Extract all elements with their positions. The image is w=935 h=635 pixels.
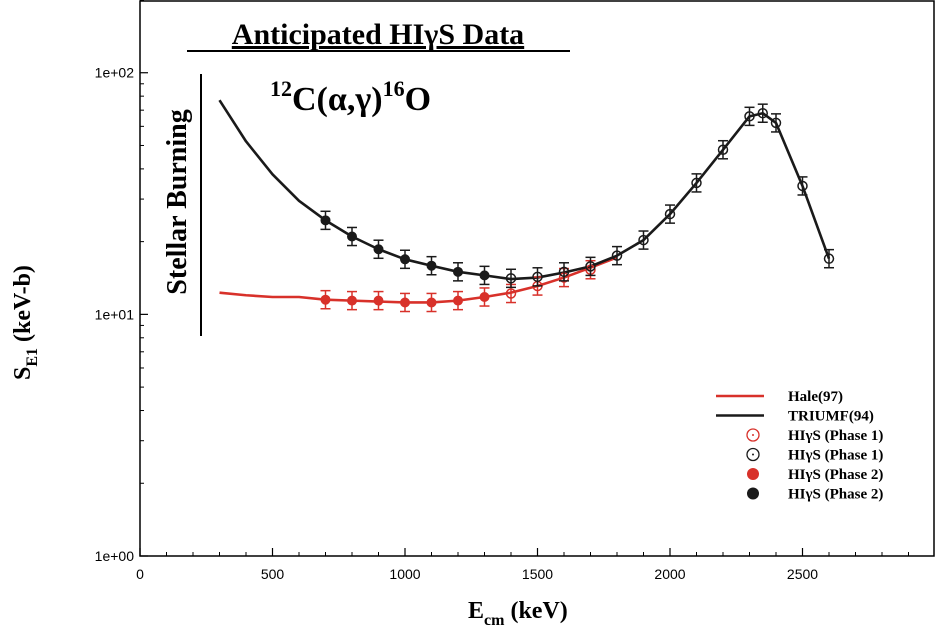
legend-swatch-filled <box>747 487 759 500</box>
subtitle-product: O <box>405 81 431 118</box>
data-point-filled <box>453 295 463 306</box>
legend-label: HIγS (Phase 2) <box>788 487 883 503</box>
subtitle-mass1: 12 <box>270 76 292 101</box>
x-tick-label: 1500 <box>522 566 553 582</box>
error-bar <box>532 267 543 287</box>
legend-item: Hale(97) <box>716 389 843 405</box>
data-point-filled <box>347 231 357 242</box>
data-point-open <box>691 177 702 189</box>
legend-label: HIγS (Phase 2) <box>788 467 883 483</box>
legend-swatch-dot <box>752 434 754 436</box>
data-point-filled <box>400 254 410 265</box>
data-point-open <box>664 208 676 220</box>
y-tick-label: 1e+02 <box>95 65 135 81</box>
x-tick-label: 1000 <box>389 566 420 582</box>
x-axis-label-main: E <box>468 598 484 624</box>
y-axis-label-main: S <box>10 367 36 380</box>
data-point-filled <box>400 297 410 308</box>
x-axis-label-unit: (keV) <box>504 598 567 624</box>
error-bar <box>585 256 596 277</box>
y-tick-label: 1e+01 <box>95 306 135 322</box>
error-bar <box>638 230 649 250</box>
data-point-open <box>744 111 755 122</box>
x-tick-label: 2500 <box>787 566 818 582</box>
error-bar <box>691 173 702 193</box>
error-bar <box>506 268 516 289</box>
data-point-filled <box>453 266 463 277</box>
data-point-open <box>611 250 623 261</box>
data-point-filled <box>373 244 384 255</box>
data-point-open <box>717 144 729 156</box>
legend-swatch-open <box>746 428 760 442</box>
data-point-open <box>505 288 517 299</box>
data-point-open <box>757 107 768 119</box>
x-tick-label: 2000 <box>654 566 685 582</box>
data-point-filled <box>320 215 331 226</box>
data-point-open <box>532 271 543 283</box>
x-tick-label: 500 <box>261 566 285 582</box>
x-tick-label: 0 <box>136 566 144 582</box>
data-point-open <box>770 117 782 129</box>
data-point-open <box>638 234 649 246</box>
data-point-filled <box>373 295 384 306</box>
legend-label: HIγS (Phase 1) <box>788 448 883 464</box>
legend-item: HIγS (Phase 2) <box>747 467 883 483</box>
legend-item: HIγS (Phase 2) <box>747 487 883 503</box>
legend-swatch-open <box>746 447 760 462</box>
x-axis-label: Ecm (keV) <box>468 598 568 629</box>
subtitle-mass2: 16 <box>383 76 405 101</box>
y-tick-label: 1e+00 <box>95 548 135 564</box>
chart-subtitle: 12C(α,γ)16O <box>270 76 431 118</box>
legend-item: HIγS (Phase 1) <box>746 428 883 444</box>
legend-item: TRIUMF(94) <box>716 409 874 425</box>
data-point-open <box>558 266 570 278</box>
data-point-open <box>823 253 835 264</box>
legend-label: TRIUMF(94) <box>788 409 874 425</box>
y-axis-label-sub: E1 <box>24 348 41 367</box>
chart-title: Anticipated HIγS Data <box>232 18 524 51</box>
subtitle-reaction: C(α,γ) <box>292 81 383 118</box>
data-point-open <box>585 261 596 272</box>
series-line <box>218 99 831 281</box>
error-bar <box>718 139 728 160</box>
data-point-filled <box>320 294 331 305</box>
data-point-filled <box>479 292 490 303</box>
data-point-filled <box>347 295 357 306</box>
y-axis-label-unit: (keV-b) <box>10 265 36 348</box>
stellar-burning-annotation: Stellar Burning <box>162 109 193 294</box>
error-bar <box>757 103 768 124</box>
legend-swatch-dot <box>752 453 754 456</box>
legend-label: Hale(97) <box>788 389 843 405</box>
data-point-filled <box>426 260 437 271</box>
legend-label: HIγS (Phase 1) <box>788 428 883 444</box>
error-bar <box>744 106 755 127</box>
data-point-open <box>797 180 808 192</box>
series-line <box>219 256 618 304</box>
x-axis-label-sub: cm <box>484 612 505 629</box>
data-point-filled <box>479 270 490 281</box>
error-bar <box>797 176 808 196</box>
y-axis-label: SE1 (keV-b) <box>10 265 41 380</box>
data-point-open <box>505 273 517 284</box>
error-bar <box>824 248 834 269</box>
error-bar <box>665 204 675 224</box>
error-bar <box>612 245 622 266</box>
legend-swatch-filled <box>747 468 759 480</box>
data-point-filled <box>426 297 437 308</box>
error-bar <box>771 113 781 133</box>
legend-item: HIγS (Phase 1) <box>746 447 883 464</box>
error-bar <box>559 262 569 282</box>
